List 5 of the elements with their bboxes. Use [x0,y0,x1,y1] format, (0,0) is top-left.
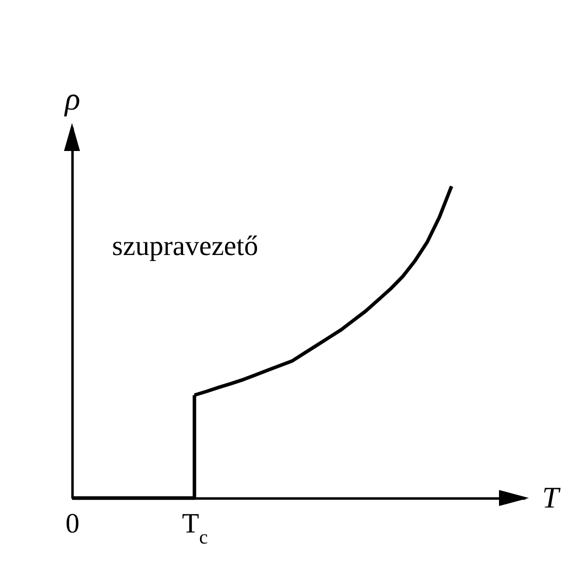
x-tick-label: 0 [66,508,80,540]
x-axis-title: T [542,482,562,514]
x-tick-label: T$_{c}$ [182,508,208,548]
y-axis-title: ρ [64,80,80,116]
annotation: szupravezető [112,231,258,262]
